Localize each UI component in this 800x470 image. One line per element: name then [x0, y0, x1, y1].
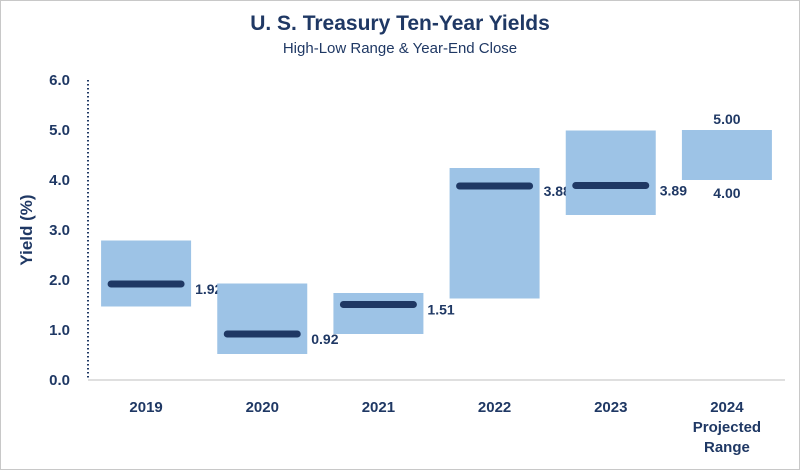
x-category-label: 2021 [362, 399, 395, 416]
x-category-label: 2022 [478, 399, 511, 416]
projected-low-label: 4.00 [713, 185, 740, 201]
close-data-label: 1.51 [427, 302, 454, 318]
range-bar [565, 130, 656, 215]
x-category-label: 2020 [246, 399, 279, 416]
y-tick-label: 6.0 [49, 72, 70, 89]
range-bar [681, 130, 772, 180]
y-tick-label: 4.0 [49, 172, 70, 189]
range-bar [333, 293, 424, 334]
x-category-label: 2023 [594, 399, 627, 416]
projected-high-label: 5.00 [713, 111, 740, 127]
x-category-label: 2024 [710, 399, 744, 416]
range-bar [217, 283, 308, 354]
close-data-label: 0.92 [311, 331, 338, 347]
chart-subtitle: High-Low Range & Year-End Close [282, 40, 518, 57]
close-data-label: 3.89 [660, 183, 687, 199]
range-bar [449, 168, 540, 299]
close-data-label: 1.92 [195, 281, 222, 297]
x-category-label: Projected [693, 419, 761, 436]
range-bar [101, 240, 192, 307]
y-tick-label: 3.0 [49, 222, 70, 239]
y-tick-label: 5.0 [49, 122, 70, 139]
y-tick-label: 0.0 [49, 372, 70, 389]
y-tick-label: 2.0 [49, 272, 70, 289]
y-tick-label: 1.0 [49, 322, 70, 339]
y-axis-label: Yield (%) [17, 194, 36, 265]
chart-title: U. S. Treasury Ten-Year Yields [250, 12, 550, 35]
x-category-label: Range [704, 439, 750, 456]
x-category-label: 2019 [129, 399, 162, 416]
close-data-label: 3.88 [544, 183, 571, 199]
